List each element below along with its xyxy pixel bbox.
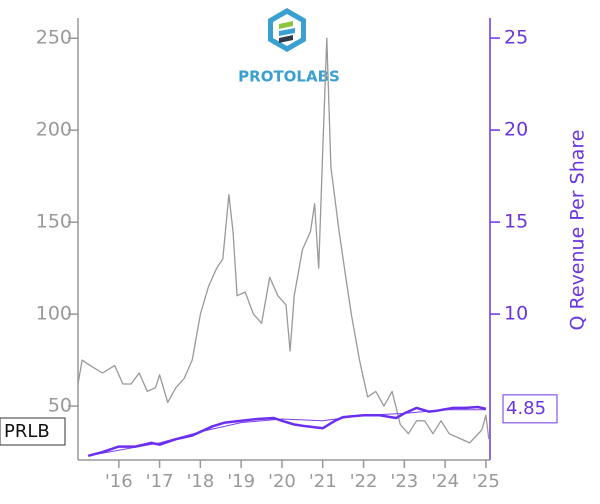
ticker-box xyxy=(0,417,66,446)
y-tick-label: 50 xyxy=(48,395,72,417)
x-tick-label: '17 xyxy=(146,471,174,492)
last-value-box xyxy=(502,394,558,424)
y2-tick-label: 15 xyxy=(504,211,528,233)
y-tick-label: 250 xyxy=(36,27,72,49)
series-line xyxy=(77,37,490,444)
brand-name: PROTOLABS xyxy=(238,68,340,86)
x-tick-label: '21 xyxy=(309,471,337,492)
y-tick-label: 150 xyxy=(36,211,72,233)
ticker-label: PRLB xyxy=(4,421,50,442)
x-tick-label: '24 xyxy=(431,471,459,492)
x-tick-label: '19 xyxy=(227,471,255,492)
logo-icon xyxy=(268,8,306,52)
series-line xyxy=(88,409,486,457)
x-tick-label: '20 xyxy=(268,471,296,492)
y2-tick-label: 25 xyxy=(504,27,528,49)
y-tick-label: 100 xyxy=(36,303,72,325)
x-tick-label: '23 xyxy=(390,471,418,492)
y-tick-label: 200 xyxy=(36,119,72,141)
y2-tick-label: 20 xyxy=(504,119,528,141)
series-line xyxy=(87,405,487,458)
x-tick-label: '25 xyxy=(472,471,500,492)
y2-axis-title: Q Revenue Per Share xyxy=(567,130,589,331)
x-tick-label: '22 xyxy=(350,471,378,492)
y2-tick-label: 10 xyxy=(504,303,528,325)
x-tick-label: '18 xyxy=(186,471,214,492)
last-value-label: 4.85 xyxy=(506,398,546,419)
x-tick-label: '16 xyxy=(105,471,133,492)
